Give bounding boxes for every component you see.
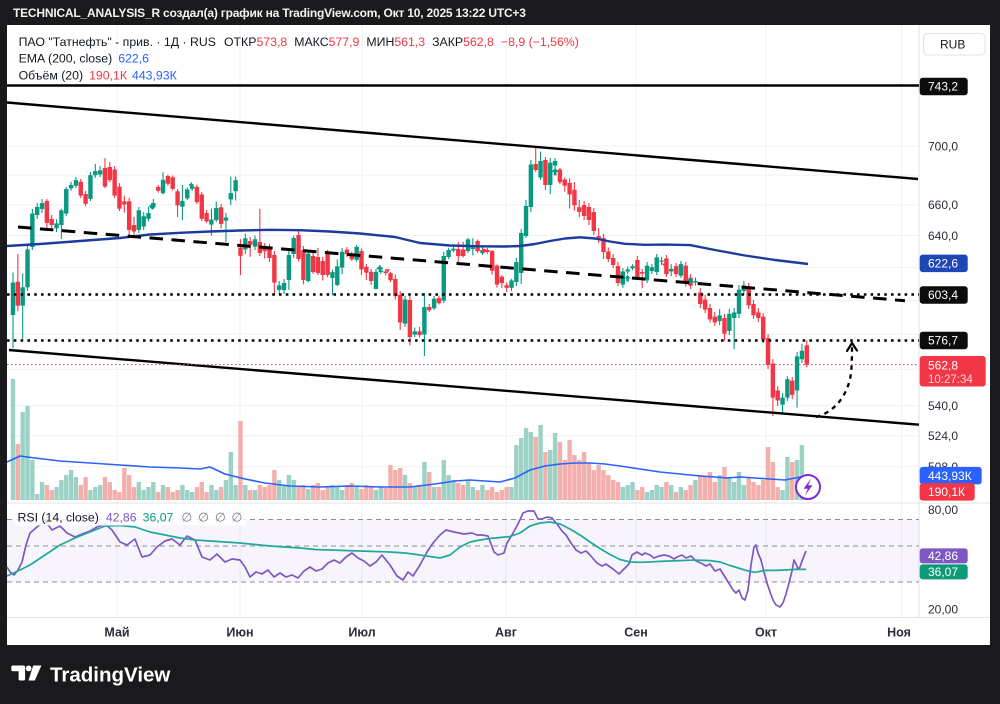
svg-text:ПАО "Татнефть" - прив. · 1Д ·: ПАО "Татнефть" - прив. · 1Д · RUS ОТКР573… [19,35,579,49]
svg-text:42,86: 42,86 [928,549,958,563]
svg-text:743,2: 743,2 [928,80,958,94]
svg-text:Июн: Июн [226,626,253,640]
svg-text:20,00: 20,00 [928,603,958,617]
svg-text:Ноя: Ноя [887,626,911,640]
svg-text:562,8: 562,8 [928,358,958,372]
svg-text:80,00: 80,00 [928,503,958,517]
svg-text:443,93К: 443,93К [928,469,972,483]
svg-text:RUB: RUB [940,37,965,51]
svg-text:603,4: 603,4 [928,288,958,302]
svg-text:576,7: 576,7 [928,334,958,348]
svg-text:36,07: 36,07 [928,565,958,579]
svg-text:TECHNICAL_ANALYSIS_R создал(а): TECHNICAL_ANALYSIS_R создал(а) график на… [13,6,526,20]
svg-text:622,6: 622,6 [928,257,958,271]
svg-text:Июл: Июл [348,626,375,640]
svg-text:Май: Май [104,626,129,640]
svg-text:Сен: Сен [624,626,648,640]
svg-text:Авг: Авг [495,626,517,640]
svg-text:190,1К: 190,1К [928,485,965,499]
svg-text:10:27:34: 10:27:34 [928,374,973,386]
svg-text:524,0: 524,0 [928,429,958,443]
svg-text:Окт: Окт [755,626,777,640]
svg-text:660,0: 660,0 [928,198,958,212]
svg-text:EMA (200, close)622,6: EMA (200, close) 622,6 [19,52,150,66]
svg-text:700,0: 700,0 [928,139,958,153]
svg-text:640,0: 640,0 [928,229,958,243]
svg-text:TradingView: TradingView [50,664,170,687]
svg-text:540,0: 540,0 [928,399,958,413]
